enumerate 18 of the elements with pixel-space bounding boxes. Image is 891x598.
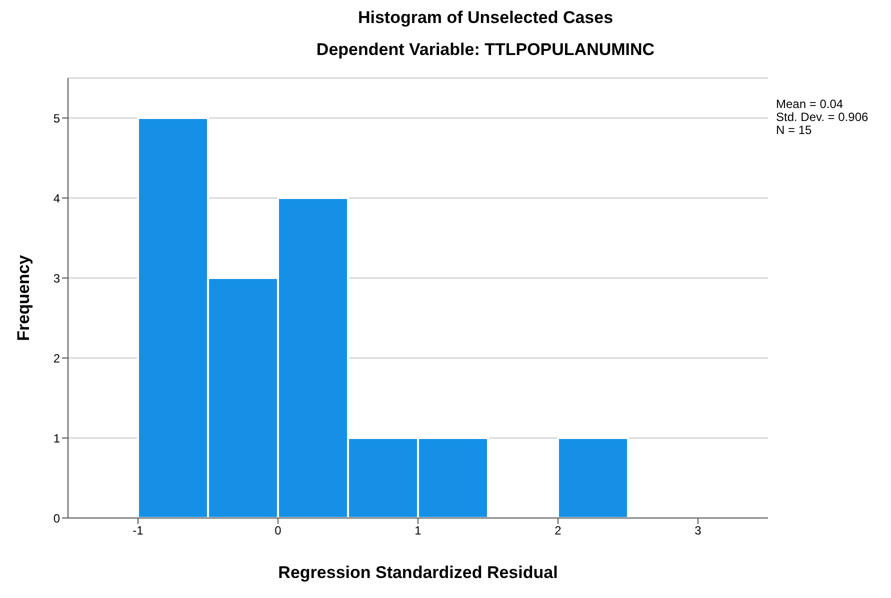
x-tick-label: 2 [554, 524, 562, 538]
x-tick-label: 3 [694, 524, 702, 538]
x-tick-label: 1 [414, 524, 422, 538]
y-tick-label: 3 [53, 271, 60, 286]
y-tick-label: 2 [53, 351, 60, 366]
x-tick-label: 0 [274, 524, 282, 538]
x-axis-title: Regression Standardized Residual [278, 563, 558, 582]
y-axis-title: Frequency [14, 254, 34, 341]
y-tick-label: 1 [53, 431, 60, 446]
text: Std. Dev. = 0.906 [776, 110, 868, 124]
y-tick-label: 5 [53, 111, 60, 126]
text: Mean = 0.04 [776, 97, 844, 111]
y-tick-label: 0 [53, 511, 60, 526]
x-tick-label: -1 [132, 524, 144, 538]
text: N = 15 [776, 123, 813, 137]
chart-title: Histogram of Unselected Cases [356, 8, 614, 28]
y-tick-label: 4 [53, 191, 60, 206]
chart-subtitle: Dependent Variable: TTLPOPULANUMINC [315, 40, 656, 60]
